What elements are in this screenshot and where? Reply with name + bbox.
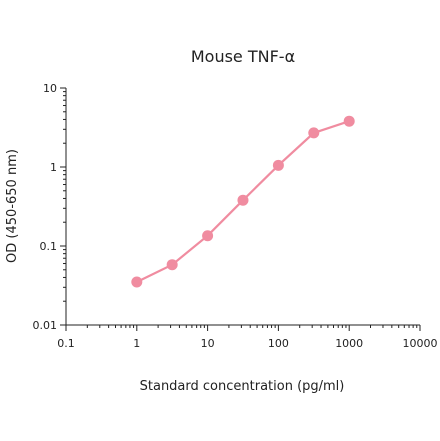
x-tick-label: 0.1 (57, 337, 75, 350)
x-tick-label: 1 (133, 337, 140, 350)
y-tick-label: 10 (43, 82, 57, 95)
x-tick-label: 100 (268, 337, 289, 350)
chart-title: Mouse TNF-α (191, 47, 295, 66)
data-point (237, 194, 249, 206)
y-tick-label: 1 (50, 161, 57, 174)
data-point (272, 159, 284, 171)
axes (65, 88, 420, 326)
data-point (166, 259, 178, 271)
data-point (308, 127, 320, 139)
x-tick-label: 10000 (403, 337, 438, 350)
x-tick-label: 1000 (335, 337, 363, 350)
data-point (131, 276, 143, 288)
y-tick-label: 0.1 (40, 240, 58, 253)
y-axis-label: OD (450-650 nm) (5, 149, 20, 263)
y-tick-label: 0.01 (33, 319, 58, 332)
x-tick-label: 10 (201, 337, 215, 350)
data-point (202, 230, 214, 242)
x-axis-label: Standard concentration (pg/ml) (140, 379, 345, 394)
series (131, 115, 355, 288)
ticks: 0.01 0.1 1 10 0.1 1 10 100 1000 10000 (33, 82, 438, 350)
data-point (343, 115, 355, 127)
